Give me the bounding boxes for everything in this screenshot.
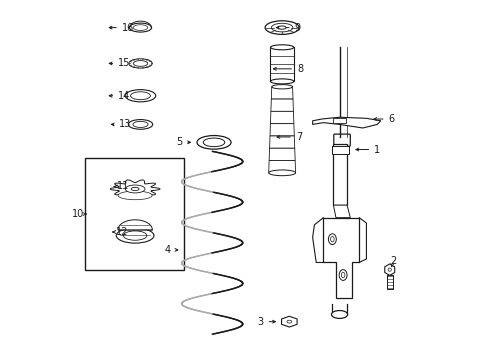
Polygon shape xyxy=(270,111,293,123)
Text: 10: 10 xyxy=(72,209,84,219)
Ellipse shape xyxy=(271,85,292,89)
Bar xyxy=(331,304,346,315)
Text: 4: 4 xyxy=(164,245,178,255)
Ellipse shape xyxy=(133,25,147,31)
Text: 8: 8 xyxy=(273,64,303,74)
Ellipse shape xyxy=(270,79,293,84)
Ellipse shape xyxy=(341,273,344,278)
Polygon shape xyxy=(118,220,152,230)
Ellipse shape xyxy=(118,191,152,200)
Polygon shape xyxy=(323,218,359,298)
Ellipse shape xyxy=(331,311,347,319)
Polygon shape xyxy=(271,87,292,99)
Ellipse shape xyxy=(197,135,230,149)
Ellipse shape xyxy=(330,237,333,242)
Polygon shape xyxy=(384,264,394,275)
Text: 2: 2 xyxy=(389,256,396,266)
Ellipse shape xyxy=(125,90,155,102)
Bar xyxy=(386,275,392,289)
Text: 1: 1 xyxy=(355,144,380,154)
Polygon shape xyxy=(312,117,380,128)
Text: 15: 15 xyxy=(109,58,130,68)
Ellipse shape xyxy=(387,268,390,271)
Text: 11: 11 xyxy=(114,181,129,192)
Text: 7: 7 xyxy=(277,132,302,142)
Ellipse shape xyxy=(130,92,150,100)
Ellipse shape xyxy=(125,185,144,193)
Ellipse shape xyxy=(133,60,147,66)
Ellipse shape xyxy=(131,187,139,190)
Text: 6: 6 xyxy=(373,114,394,124)
Text: 16: 16 xyxy=(109,23,134,33)
Ellipse shape xyxy=(264,21,299,35)
Polygon shape xyxy=(110,180,160,198)
Ellipse shape xyxy=(129,23,151,32)
Bar xyxy=(333,118,346,123)
Polygon shape xyxy=(281,316,297,327)
Ellipse shape xyxy=(286,320,291,323)
Polygon shape xyxy=(269,136,294,148)
Text: 14: 14 xyxy=(109,91,130,101)
Ellipse shape xyxy=(203,138,224,147)
Polygon shape xyxy=(268,161,295,173)
Ellipse shape xyxy=(128,120,152,129)
Polygon shape xyxy=(269,123,294,136)
Bar xyxy=(85,158,183,270)
Ellipse shape xyxy=(278,26,285,29)
Text: 3: 3 xyxy=(257,317,275,327)
Ellipse shape xyxy=(328,234,336,244)
Ellipse shape xyxy=(123,231,146,240)
Text: 12: 12 xyxy=(113,227,128,237)
Text: 9: 9 xyxy=(276,23,300,33)
Bar xyxy=(270,47,293,81)
Text: 5: 5 xyxy=(176,138,190,147)
FancyBboxPatch shape xyxy=(333,134,349,146)
Ellipse shape xyxy=(116,228,154,243)
Ellipse shape xyxy=(271,23,292,32)
Polygon shape xyxy=(270,99,293,111)
Polygon shape xyxy=(268,148,295,161)
Text: 13: 13 xyxy=(111,120,131,129)
Ellipse shape xyxy=(339,270,346,280)
Polygon shape xyxy=(333,205,349,218)
Ellipse shape xyxy=(133,121,148,127)
Ellipse shape xyxy=(268,170,295,176)
Bar xyxy=(333,144,346,205)
Ellipse shape xyxy=(128,59,152,68)
Ellipse shape xyxy=(270,45,293,50)
Bar xyxy=(331,146,348,154)
